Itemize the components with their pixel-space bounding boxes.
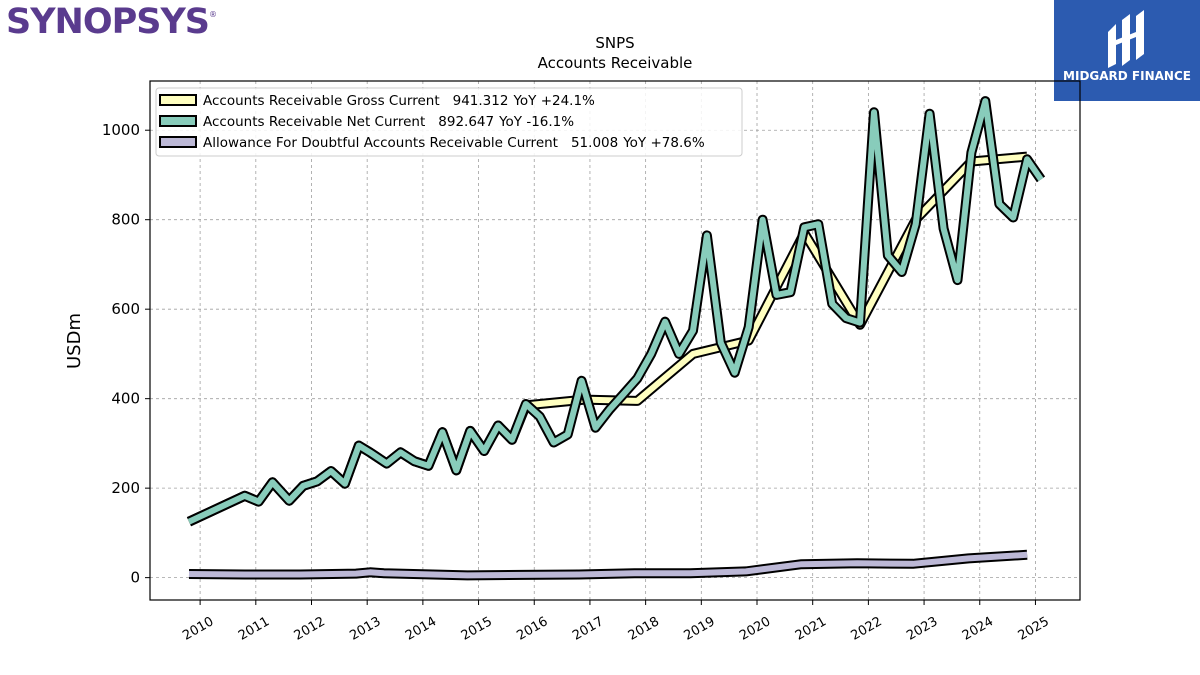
series-line	[187, 153, 1028, 525]
x-tick-label: 2024	[960, 614, 996, 644]
y-tick-label: 1000	[102, 121, 140, 139]
midgard-finance-logo: MIDGARD FINANCE	[1054, 0, 1200, 101]
grid	[150, 81, 1080, 600]
legend-entry: Accounts Receivable Gross Current 941.312…	[203, 93, 595, 109]
series-outline	[186, 96, 1046, 527]
x-tick-label: 2015	[459, 614, 495, 644]
series-line	[188, 551, 1028, 579]
legend-swatch	[159, 115, 197, 127]
legend-swatch	[159, 136, 197, 148]
chart-subtitle: Accounts Receivable	[538, 54, 693, 72]
series-outline	[186, 151, 1028, 527]
midgard-logo-icon	[1108, 10, 1144, 68]
x-tick-label: 2018	[626, 614, 662, 644]
y-tick-label: 600	[111, 300, 140, 318]
legend-box	[155, 87, 743, 157]
series-line	[187, 98, 1044, 525]
x-tick-label: 2011	[236, 614, 272, 644]
midgard-logo-text: MIDGARD FINANCE	[1063, 69, 1191, 83]
legend-series-change: YoY +24.1%	[512, 93, 595, 109]
x-tick-label: 2014	[403, 614, 439, 644]
legend-series-value: 892.647	[438, 114, 494, 130]
plot-frame	[149, 80, 1081, 601]
legend-series-change: YoY +78.6%	[622, 135, 705, 151]
y-tick-label: 0	[130, 569, 140, 587]
x-tick-label: 2019	[681, 614, 717, 644]
legend-series-name: Accounts Receivable Gross Current	[203, 93, 440, 109]
y-tick-label: 400	[111, 390, 140, 408]
legend-series-change: YoY -16.1%	[498, 114, 574, 130]
x-tick-label: 2010	[180, 614, 216, 644]
y-tick-label: 800	[111, 211, 140, 229]
series-layer	[186, 96, 1046, 581]
chart-title: SNPS	[595, 34, 634, 52]
x-tick-label: 2012	[292, 614, 328, 644]
legend-entry: Allowance For Doubtful Accounts Receivab…	[203, 135, 705, 151]
synopsys-logo-text: SYNOPSYS	[6, 2, 210, 42]
x-tick-label: 2016	[514, 614, 550, 644]
synopsys-logo: SYNOPSYS®	[6, 2, 217, 42]
x-tick-label: 2017	[570, 614, 606, 644]
x-tick-label: 2020	[737, 614, 773, 644]
x-tick-label: 2023	[904, 614, 940, 644]
x-tick-label: 2022	[849, 614, 885, 644]
registered-mark: ®	[209, 10, 217, 19]
legend-swatch	[159, 94, 197, 106]
x-tick-label: 2025	[1016, 614, 1052, 644]
legend: Accounts Receivable Gross Current 941.312…	[155, 87, 743, 157]
x-tick-label: 2021	[793, 614, 829, 644]
legend-series-name: Accounts Receivable Net Current	[203, 114, 425, 130]
y-tick-label: 200	[111, 479, 140, 497]
legend-series-name: Allowance For Doubtful Accounts Receivab…	[203, 135, 558, 151]
x-tick-label: 2013	[347, 614, 383, 644]
legend-series-value: 51.008	[571, 135, 618, 151]
legend-series-value: 941.312	[453, 93, 509, 109]
legend-entry: Accounts Receivable Net Current 892.647 Yo…	[203, 114, 574, 130]
y-axis-label: USDm	[64, 313, 85, 369]
